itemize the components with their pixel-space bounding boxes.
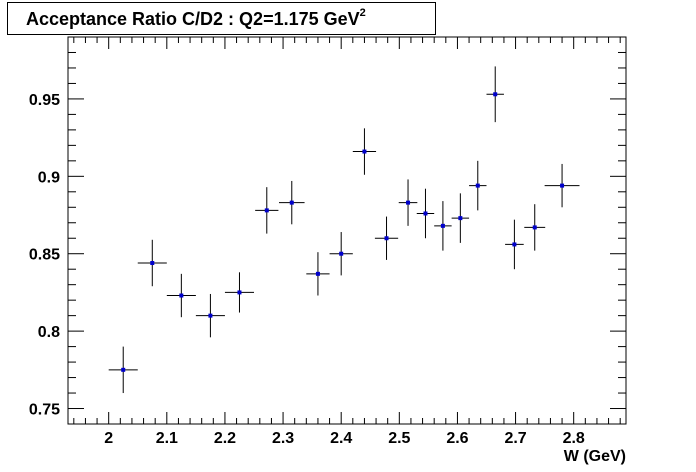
point-marker	[458, 216, 463, 221]
point-marker	[560, 183, 565, 188]
data-point	[524, 204, 546, 251]
data-point	[486, 66, 504, 123]
x-tick-label: 2.8	[563, 430, 585, 447]
data-points	[108, 66, 580, 394]
title-box: Acceptance Ratio C/D2 : Q2=1.175 GeV2	[7, 2, 436, 35]
y-tick-label: 0.8	[38, 324, 60, 341]
point-marker	[475, 183, 480, 188]
point-marker	[264, 208, 269, 213]
x-axis-ticks	[73, 37, 621, 424]
data-point	[352, 128, 377, 175]
data-point	[398, 179, 418, 226]
data-point	[505, 219, 524, 270]
x-axis-label: W (GeV)	[564, 448, 626, 465]
data-point	[469, 160, 487, 211]
x-tick-label: 2.5	[388, 430, 410, 447]
point-marker	[362, 149, 367, 154]
point-marker	[423, 211, 428, 216]
chart-title-superscript: 2	[359, 7, 366, 19]
point-marker	[512, 242, 517, 247]
y-tick-label: 0.85	[29, 247, 60, 264]
y-tick-label: 0.75	[29, 402, 60, 419]
y-tick-label: 0.9	[38, 169, 60, 186]
point-marker	[179, 293, 184, 298]
x-tick-label: 2.7	[504, 430, 526, 447]
x-tick-label: 2.6	[446, 430, 468, 447]
point-marker	[406, 200, 411, 205]
data-point	[195, 293, 225, 338]
data-point	[255, 187, 279, 234]
point-marker	[384, 236, 389, 241]
point-marker	[150, 261, 155, 266]
y-axis-ticks	[68, 36, 626, 425]
point-marker	[315, 271, 320, 276]
point-marker	[208, 313, 213, 318]
x-axis-tick-labels: 2 2.1 2.2 2.3 2.4 2.5 2.6 2.7 2.8	[104, 430, 585, 447]
point-marker	[339, 251, 344, 256]
plot-frame	[67, 36, 627, 425]
point-marker	[532, 225, 537, 230]
y-axis-tick-labels: 0.75 0.8 0.85 0.9 0.95	[29, 92, 60, 419]
data-point	[306, 252, 330, 296]
chart-title: Acceptance Ratio C/D2 : Q2=1.175 GeV2	[26, 7, 366, 30]
y-tick-label: 0.95	[29, 92, 60, 109]
x-tick-label: 2.2	[214, 430, 236, 447]
point-marker	[289, 200, 294, 205]
point-marker	[493, 92, 498, 97]
chart-title-text: Acceptance Ratio C/D2 : Q2=1.175 GeV	[26, 9, 360, 29]
data-point	[544, 163, 580, 208]
x-tick-label: 2.1	[156, 430, 178, 447]
point-marker	[440, 223, 445, 228]
data-point	[451, 193, 470, 243]
x-tick-label: 2.3	[272, 430, 294, 447]
x-tick-label: 2	[104, 430, 113, 447]
data-point	[137, 239, 167, 287]
data-point	[108, 346, 138, 394]
x-tick-label: 2.4	[330, 430, 352, 447]
data-point	[374, 216, 399, 260]
data-point	[224, 272, 254, 313]
point-marker	[121, 367, 126, 372]
data-point	[329, 232, 353, 276]
data-point	[416, 188, 435, 239]
point-marker	[237, 290, 242, 295]
data-point	[166, 273, 196, 318]
data-point	[278, 180, 305, 225]
data-point	[434, 201, 452, 251]
